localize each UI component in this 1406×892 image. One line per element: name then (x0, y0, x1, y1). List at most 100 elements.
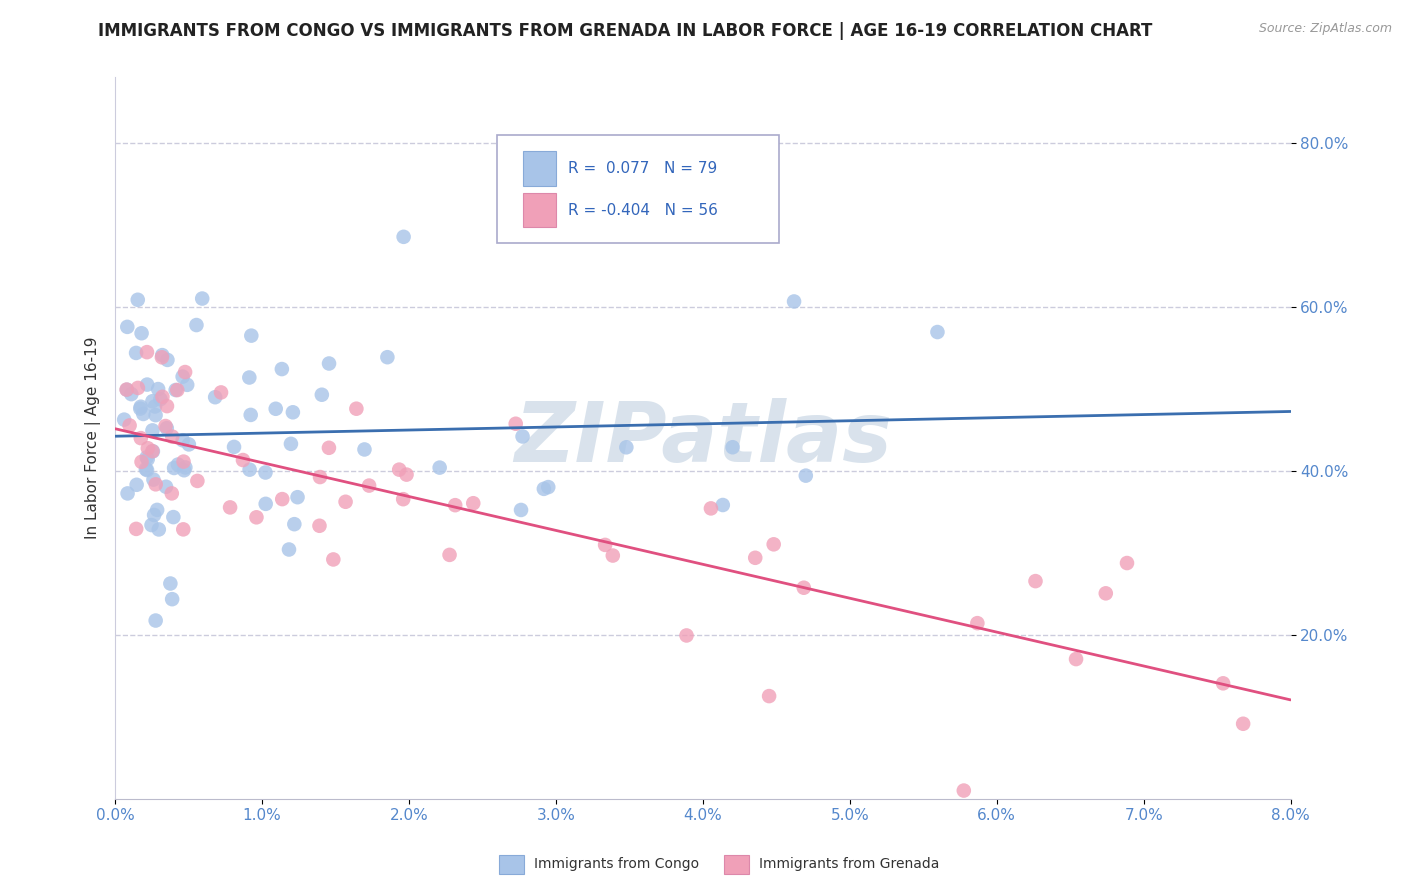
Point (794, 468, 817, 483)
Point (281, 405, 304, 419)
Text: R =  0.077   N = 79: R = 0.077 N = 79 (568, 161, 717, 176)
Point (392, 492, 415, 507)
Point (115, 383, 138, 397)
Point (117, 486, 139, 500)
Point (278, 542, 301, 557)
Text: R = -0.404   N = 56: R = -0.404 N = 56 (568, 202, 717, 218)
Point (186, 318, 208, 332)
Point (1094, 586, 1116, 600)
Point (344, 401, 367, 416)
Point (174, 460, 197, 475)
Point (136, 452, 159, 467)
Point (395, 467, 418, 482)
Point (283, 517, 305, 532)
Point (160, 486, 183, 500)
Point (614, 440, 637, 454)
Point (1212, 676, 1234, 690)
Point (254, 466, 277, 480)
Point (135, 462, 157, 476)
Point (209, 385, 232, 400)
Text: IMMIGRANTS FROM CONGO VS IMMIGRANTS FROM GRENADA IN LABOR FORCE | AGE 16-19 CORR: IMMIGRANTS FROM CONGO VS IMMIGRANTS FROM… (98, 22, 1153, 40)
Point (136, 442, 159, 456)
Text: ZIPatlas: ZIPatlas (515, 398, 891, 479)
Point (322, 552, 344, 566)
Point (512, 429, 534, 443)
Point (145, 614, 167, 628)
Point (711, 498, 734, 512)
Point (112, 412, 135, 426)
Point (172, 369, 194, 384)
Point (156, 399, 179, 413)
Point (510, 503, 533, 517)
Bar (523, 151, 555, 186)
Point (537, 480, 560, 494)
Point (167, 458, 190, 472)
Point (159, 576, 181, 591)
Point (155, 419, 177, 434)
Point (675, 628, 697, 642)
Point (129, 431, 152, 445)
Point (353, 442, 375, 457)
Point (125, 477, 148, 491)
Point (744, 550, 766, 565)
Point (463, 496, 485, 510)
Point (120, 387, 142, 401)
Point (174, 365, 197, 379)
Point (176, 377, 198, 392)
Point (162, 510, 184, 524)
Point (439, 548, 461, 562)
Point (141, 444, 163, 458)
Point (1064, 652, 1087, 666)
Point (240, 328, 263, 343)
Point (287, 490, 309, 504)
Point (142, 473, 165, 487)
Point (142, 444, 165, 458)
Point (127, 293, 149, 307)
Point (271, 492, 294, 507)
Text: Immigrants from Congo: Immigrants from Congo (534, 857, 699, 871)
Point (131, 455, 153, 469)
Point (165, 383, 187, 397)
Point (700, 501, 723, 516)
Point (149, 392, 172, 406)
Point (156, 421, 179, 435)
FancyBboxPatch shape (498, 136, 779, 244)
Point (1024, 574, 1046, 588)
Point (163, 461, 186, 475)
Point (783, 294, 806, 309)
Y-axis label: In Labor Force | Age 16-19: In Labor Force | Age 16-19 (86, 337, 101, 540)
Point (392, 229, 415, 244)
Point (145, 408, 167, 422)
Point (152, 390, 174, 404)
Point (135, 450, 157, 465)
Point (359, 478, 381, 492)
Point (125, 522, 148, 536)
Point (1232, 716, 1254, 731)
Point (143, 400, 166, 414)
Point (927, 325, 949, 339)
Point (204, 390, 226, 404)
Point (143, 508, 166, 522)
Point (136, 463, 159, 477)
Point (173, 463, 195, 477)
Point (335, 495, 357, 509)
Point (115, 383, 138, 397)
Point (131, 326, 153, 341)
Point (141, 518, 163, 533)
Point (793, 581, 815, 595)
Point (232, 453, 254, 467)
Point (146, 503, 169, 517)
Point (148, 523, 170, 537)
Point (762, 537, 785, 551)
Point (593, 538, 616, 552)
Point (156, 352, 179, 367)
Point (146, 382, 169, 396)
Point (172, 434, 194, 448)
Point (145, 477, 167, 491)
Point (141, 424, 163, 438)
Point (966, 616, 988, 631)
Text: Source: ZipAtlas.com: Source: ZipAtlas.com (1258, 22, 1392, 36)
Point (952, 783, 974, 797)
Point (318, 441, 340, 455)
Point (505, 417, 527, 431)
